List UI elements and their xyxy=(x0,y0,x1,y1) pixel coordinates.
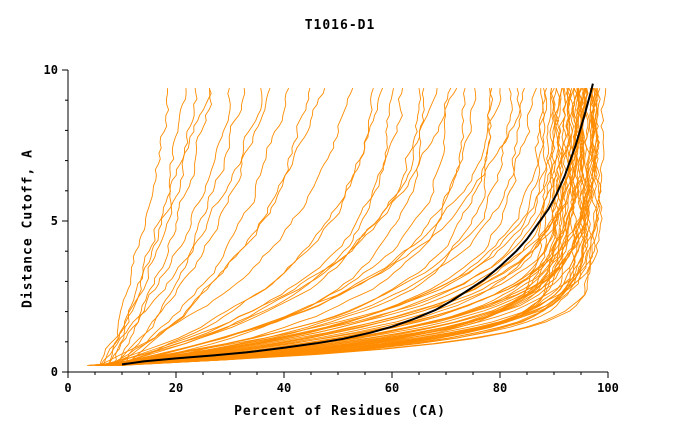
model-curve xyxy=(101,87,548,366)
model-curve xyxy=(120,87,596,366)
model-curve xyxy=(99,88,557,366)
model-curve xyxy=(109,87,580,366)
model-curve xyxy=(94,88,567,366)
model-curve xyxy=(99,88,394,366)
x-tick-label: 60 xyxy=(385,381,399,395)
model-curve xyxy=(111,88,187,366)
x-tick-label: 0 xyxy=(64,381,71,395)
x-tick-label: 40 xyxy=(277,381,291,395)
model-curve xyxy=(116,87,601,366)
model-curve xyxy=(120,88,579,366)
model-curve xyxy=(121,87,558,366)
model-curve xyxy=(116,87,586,366)
x-axis-label: Percent of Residues (CA) xyxy=(234,404,446,419)
model-curve xyxy=(107,87,513,366)
model-curve xyxy=(106,87,493,366)
model-curve xyxy=(115,88,576,366)
model-curve xyxy=(113,88,263,366)
model-curve xyxy=(110,88,607,366)
model-curve xyxy=(107,88,170,366)
model-curve xyxy=(105,87,384,366)
model-curve xyxy=(102,87,212,366)
model-curve xyxy=(118,87,564,366)
y-tick-label: 0 xyxy=(51,365,58,379)
model-curve xyxy=(99,88,198,366)
model-curve xyxy=(120,87,425,366)
model-curve xyxy=(111,88,404,366)
model-curve xyxy=(107,87,231,366)
y-tick-label: 5 xyxy=(51,214,58,228)
model-curve xyxy=(118,87,290,366)
model-curve xyxy=(101,87,602,366)
model-curve xyxy=(109,88,477,366)
y-tick-label: 10 xyxy=(44,63,58,77)
x-tick-label: 20 xyxy=(169,381,183,395)
model-curve xyxy=(107,88,596,366)
model-curve xyxy=(124,87,466,366)
model-curve xyxy=(98,88,553,366)
model-curve xyxy=(102,87,587,366)
model-curve xyxy=(98,88,590,366)
model-curve xyxy=(108,87,458,366)
model-curve xyxy=(111,87,311,366)
model-curve xyxy=(122,87,326,366)
model-curve xyxy=(113,88,570,366)
model-curve xyxy=(118,88,212,366)
reference-curve xyxy=(121,83,594,366)
model-curve xyxy=(99,87,271,366)
model-curve xyxy=(96,88,598,366)
model-curve xyxy=(99,87,354,366)
model-curve xyxy=(120,87,537,366)
model-curve xyxy=(102,87,572,366)
model-curve xyxy=(119,88,597,366)
model-curve xyxy=(118,87,525,366)
model-curve xyxy=(96,88,601,366)
chart-title: T1016-D1 xyxy=(304,18,376,33)
x-tick-label: 100 xyxy=(597,381,619,395)
model-curve xyxy=(110,87,588,366)
model-curve xyxy=(89,88,594,366)
model-curve xyxy=(94,87,548,366)
model-curve xyxy=(104,88,548,366)
x-tick-label: 80 xyxy=(493,381,507,395)
model-curve xyxy=(122,88,246,366)
